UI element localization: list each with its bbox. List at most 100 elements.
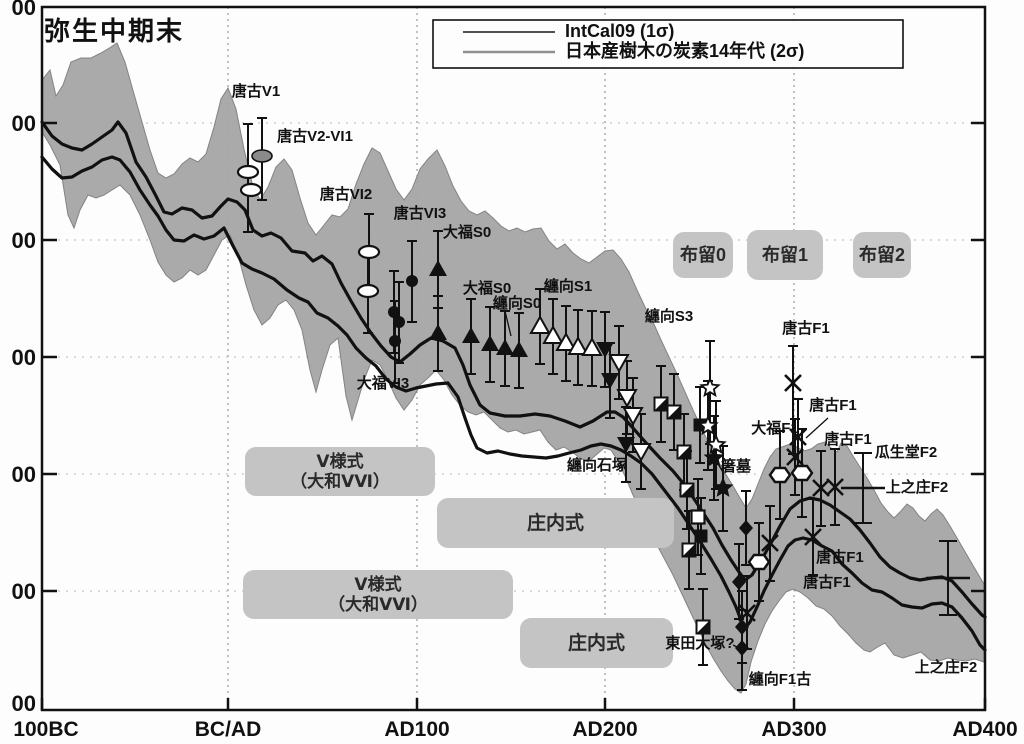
period-box-label: 庄内式: [568, 631, 625, 654]
marker-x-cross: [789, 428, 807, 446]
point-label: 大福S0: [443, 223, 491, 241]
marker-square-hatched: [696, 620, 710, 634]
x-axis-label: AD200: [572, 718, 637, 741]
x-axis-label: 100BC: [13, 718, 78, 741]
marker-ellipse-open: [236, 164, 260, 180]
point-label: 唐古F1: [816, 548, 864, 566]
y-axis-label: 00: [12, 228, 36, 253]
marker-tri-down-open: [608, 354, 630, 374]
period-box-label: Ⅴ様式: [354, 574, 401, 594]
marker-square-hatched: [654, 397, 668, 411]
point-label: 唐古F1: [782, 319, 830, 337]
x-axis-label: AD400: [952, 718, 1017, 741]
marker-diamond-filled: [735, 640, 749, 656]
marker-tri-down-open: [622, 407, 644, 427]
legend-box: [432, 19, 904, 69]
marker-tri-up-filled: [510, 341, 528, 357]
marker-tri-up-open: [581, 336, 603, 356]
marker-hexagon-open: [768, 466, 792, 484]
x-axis-label: AD100: [384, 718, 449, 741]
period-box: [437, 498, 674, 548]
marker-tri-up-open: [542, 324, 564, 344]
point-label: 唐古VI2: [320, 185, 373, 203]
period-box: [673, 232, 733, 278]
marker-x-cross: [804, 528, 822, 546]
point-label: 唐古VI3: [394, 204, 447, 222]
marker-star-open: [697, 414, 719, 436]
marker-diamond-filled: [739, 520, 753, 536]
chart-title: 弥生中期末: [44, 16, 184, 46]
point-label: 箸墓: [721, 457, 752, 475]
period-box: [853, 232, 911, 278]
marker-circle-filled: [388, 306, 400, 318]
marker-star-open: [705, 433, 727, 455]
legend-item-label: 日本産樹木の炭素14年代 (2σ): [565, 40, 804, 61]
period-box: [747, 230, 823, 280]
marker-x-cross: [826, 478, 844, 496]
marker-tri-down-filled: [601, 373, 619, 389]
marker-x-cross: [812, 479, 830, 497]
point-label: 唐古F1: [809, 396, 857, 414]
label-leader-line: [805, 417, 829, 439]
marker-ellipse-open: [239, 182, 263, 198]
point-label: 唐古V2-VI1: [277, 127, 353, 145]
marker-star-open: [699, 376, 721, 398]
point-label: 東田大塚?: [665, 634, 734, 652]
point-label: 瓜生堂F2: [875, 443, 938, 461]
period-box-label: （大和ⅤⅥ）: [290, 471, 390, 491]
marker-tri-up-open: [567, 335, 589, 355]
marker-x-cross: [761, 534, 779, 552]
marker-circle-filled: [389, 335, 401, 347]
point-label: 唐古F1: [803, 573, 851, 591]
period-box: [245, 447, 435, 496]
point-label: 纏向S1: [544, 277, 592, 295]
point-label: 纏向F1古: [749, 670, 812, 688]
point-label: 大福VI3: [357, 374, 410, 392]
marker-tri-up-filled: [481, 335, 499, 351]
period-box-label: 布留1: [762, 244, 808, 265]
x-axis-label: AD300: [761, 718, 826, 741]
y-axis-label: 00: [12, 0, 36, 20]
marker-tri-up-filled: [429, 260, 447, 276]
point-label: 上之庄F2: [886, 478, 949, 496]
marker-square-hatched: [682, 543, 696, 557]
x-axis-label: BC/AD: [195, 718, 262, 741]
marker-x-cross: [738, 604, 756, 622]
marker-star-filled: [703, 447, 725, 467]
period-box-label: Ⅴ様式: [316, 451, 363, 471]
marker-ellipse-open: [357, 244, 381, 260]
marker-x-cross: [784, 374, 802, 392]
intcal09-lower-curve: [40, 155, 987, 652]
marker-diamond-filled: [735, 619, 749, 635]
y-axis-label: 00: [12, 111, 36, 136]
marker-square-open: [690, 509, 706, 525]
point-label: 唐古F1: [824, 430, 872, 448]
marker-tri-down-filled: [596, 342, 614, 358]
marker-star-filled: [712, 477, 734, 497]
marker-square-hatched: [667, 405, 681, 419]
y-axis-label: 00: [12, 462, 36, 487]
point-label: 纏向石塚: [567, 456, 627, 474]
marker-ellipse-gray: [251, 149, 273, 163]
y-axis-label: 00: [12, 345, 36, 370]
marker-square-hatched: [680, 483, 694, 497]
period-box-label: 庄内式: [527, 511, 584, 534]
marker-square-filled: [694, 529, 708, 543]
marker-hexagon-open: [790, 464, 814, 482]
point-label: 大福F1: [751, 419, 799, 437]
marker-diamond-filled: [732, 574, 746, 590]
period-box: [243, 570, 513, 619]
point-label: 纏向S0: [493, 294, 541, 312]
marker-tri-up-open: [529, 314, 551, 334]
plot-frame: [40, 5, 987, 712]
marker-tri-up-filled: [462, 327, 480, 343]
marker-tri-down-open: [630, 443, 652, 463]
point-label: 上之庄F2: [915, 658, 978, 676]
period-box-label: 布留0: [680, 244, 726, 265]
marker-tri-up-filled: [429, 324, 447, 340]
marker-circle-filled: [406, 275, 418, 287]
period-box-label: （大和ⅤⅥ）: [328, 594, 428, 614]
marker-tri-up-filled: [496, 339, 514, 355]
marker-square-hatched: [677, 445, 691, 459]
